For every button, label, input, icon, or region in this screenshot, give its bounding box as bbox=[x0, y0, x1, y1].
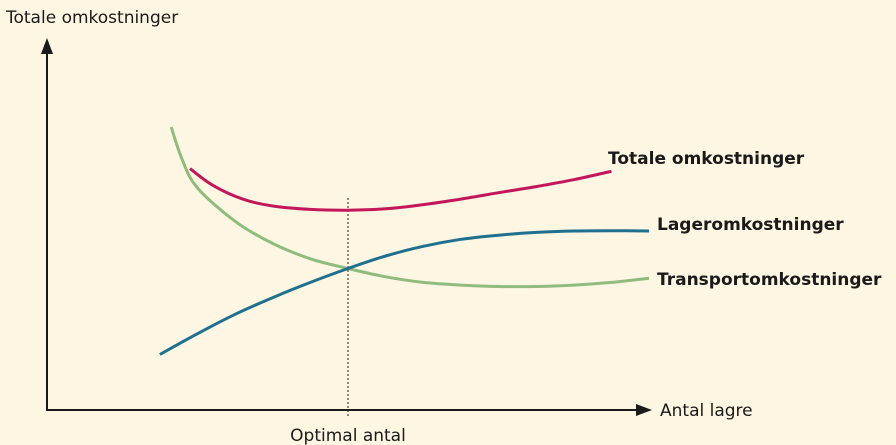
series-line-transportomkostninger bbox=[169, 126, 650, 289]
x-axis-arrow bbox=[636, 404, 652, 416]
series-line-lageromkostninger bbox=[159, 229, 650, 356]
series-line-totale-omkostninger bbox=[189, 167, 612, 212]
series-label-lageromkostninger: Lageromkostninger bbox=[657, 215, 844, 235]
series-label-transportomkostninger: Transportomkostninger bbox=[657, 270, 882, 290]
y-axis-label: Totale omkostninger bbox=[5, 8, 178, 28]
x-axis-label: Antal lagre bbox=[660, 401, 753, 421]
y-axis-arrow bbox=[41, 38, 53, 54]
optimal-antal-label: Optimal antal bbox=[290, 426, 406, 445]
series-label-totale-omkostninger: Totale omkostninger bbox=[608, 149, 805, 169]
